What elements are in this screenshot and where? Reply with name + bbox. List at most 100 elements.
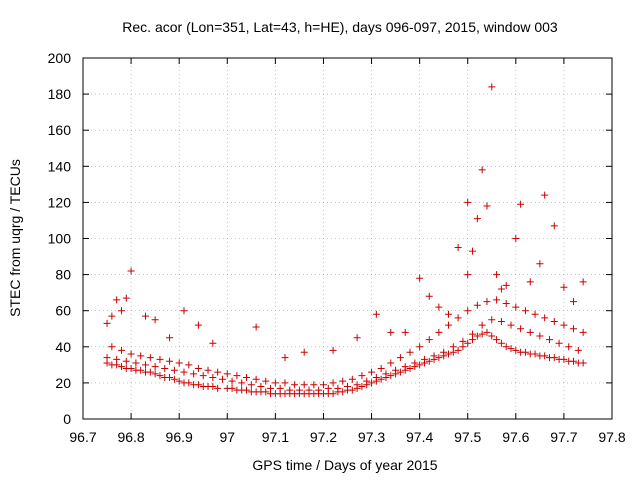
data-point <box>233 372 241 380</box>
data-point <box>142 361 150 369</box>
data-point <box>276 384 284 392</box>
data-point <box>262 388 270 396</box>
data-point <box>473 215 481 223</box>
data-point <box>358 372 366 380</box>
data-point <box>257 383 265 391</box>
data-point <box>113 296 121 304</box>
data-point <box>512 235 520 242</box>
x-tick-label: 97.6 <box>502 429 529 445</box>
data-point <box>329 390 337 398</box>
data-point <box>502 281 510 289</box>
x-tick-label: 97.2 <box>310 429 337 445</box>
data-point <box>310 381 318 389</box>
data-point <box>209 383 217 391</box>
data-point <box>521 307 529 315</box>
data-point <box>214 384 222 392</box>
data-point <box>478 321 486 329</box>
data-point <box>146 354 154 362</box>
data-point <box>199 372 207 380</box>
data-point <box>406 348 414 356</box>
data-point <box>214 368 222 376</box>
y-tick-label: 200 <box>48 50 72 66</box>
data-point <box>401 328 409 336</box>
data-point <box>459 337 467 345</box>
data-point <box>565 343 573 351</box>
data-point <box>122 357 130 365</box>
data-point <box>478 330 486 338</box>
data-point <box>435 354 443 362</box>
data-point <box>286 386 294 394</box>
x-tick-label: 97.8 <box>598 429 625 445</box>
data-point <box>507 321 515 329</box>
y-tick-label: 80 <box>55 267 71 283</box>
data-point <box>483 202 491 210</box>
data-point <box>550 222 558 230</box>
chart-title: Rec. acor (Lon=351, Lat=43, h=HE), days … <box>122 19 558 35</box>
data-point <box>300 348 308 356</box>
data-point <box>329 346 337 354</box>
data-point <box>117 346 125 354</box>
data-point <box>185 361 193 369</box>
data-point <box>497 285 505 293</box>
data-point <box>493 296 501 304</box>
data-point <box>469 330 477 338</box>
x-tick-label: 96.8 <box>117 429 144 445</box>
data-point <box>536 260 544 268</box>
data-point <box>387 328 395 336</box>
data-point <box>497 318 505 326</box>
data-point <box>209 339 217 347</box>
data-point <box>108 312 116 320</box>
axis-ticks <box>82 57 613 420</box>
data-point <box>425 357 433 365</box>
data-point <box>243 386 251 394</box>
data-point <box>161 364 169 372</box>
data-point <box>291 381 299 389</box>
data-point <box>267 384 275 392</box>
data-point <box>579 278 587 286</box>
data-point <box>180 368 188 376</box>
data-point <box>541 314 549 322</box>
data-point <box>319 381 327 389</box>
data-point <box>531 310 539 318</box>
data-point <box>416 274 424 282</box>
data-point <box>550 354 558 362</box>
data-point <box>454 346 462 354</box>
data-point <box>252 323 260 331</box>
data-point <box>262 377 270 385</box>
data-point <box>348 375 356 383</box>
y-tick-label: 0 <box>63 411 71 427</box>
data-point <box>238 379 246 387</box>
data-point <box>271 379 279 387</box>
data-point <box>464 339 472 347</box>
data-point <box>252 375 260 383</box>
data-point <box>570 298 578 306</box>
data-point <box>454 314 462 322</box>
data-point <box>526 278 534 286</box>
data-point <box>478 166 486 174</box>
data-point <box>218 375 226 383</box>
data-point <box>473 332 481 340</box>
data-point <box>372 373 380 381</box>
data-point <box>464 198 472 206</box>
data-point <box>531 350 539 358</box>
data-point <box>103 319 111 327</box>
data-point <box>194 364 202 372</box>
data-point <box>156 372 164 380</box>
x-tick-label: 97.5 <box>454 429 481 445</box>
data-point <box>570 357 578 365</box>
data-point <box>348 386 356 394</box>
data-point <box>151 363 159 371</box>
data-point <box>228 384 236 392</box>
data-points <box>103 83 587 398</box>
data-point <box>368 368 376 376</box>
data-point <box>512 346 520 354</box>
data-point <box>550 318 558 326</box>
data-point <box>579 328 587 336</box>
data-point <box>435 328 443 336</box>
data-point <box>247 381 255 389</box>
data-point <box>300 381 308 389</box>
data-point <box>411 359 419 367</box>
data-point <box>127 364 135 372</box>
data-point <box>435 303 443 311</box>
